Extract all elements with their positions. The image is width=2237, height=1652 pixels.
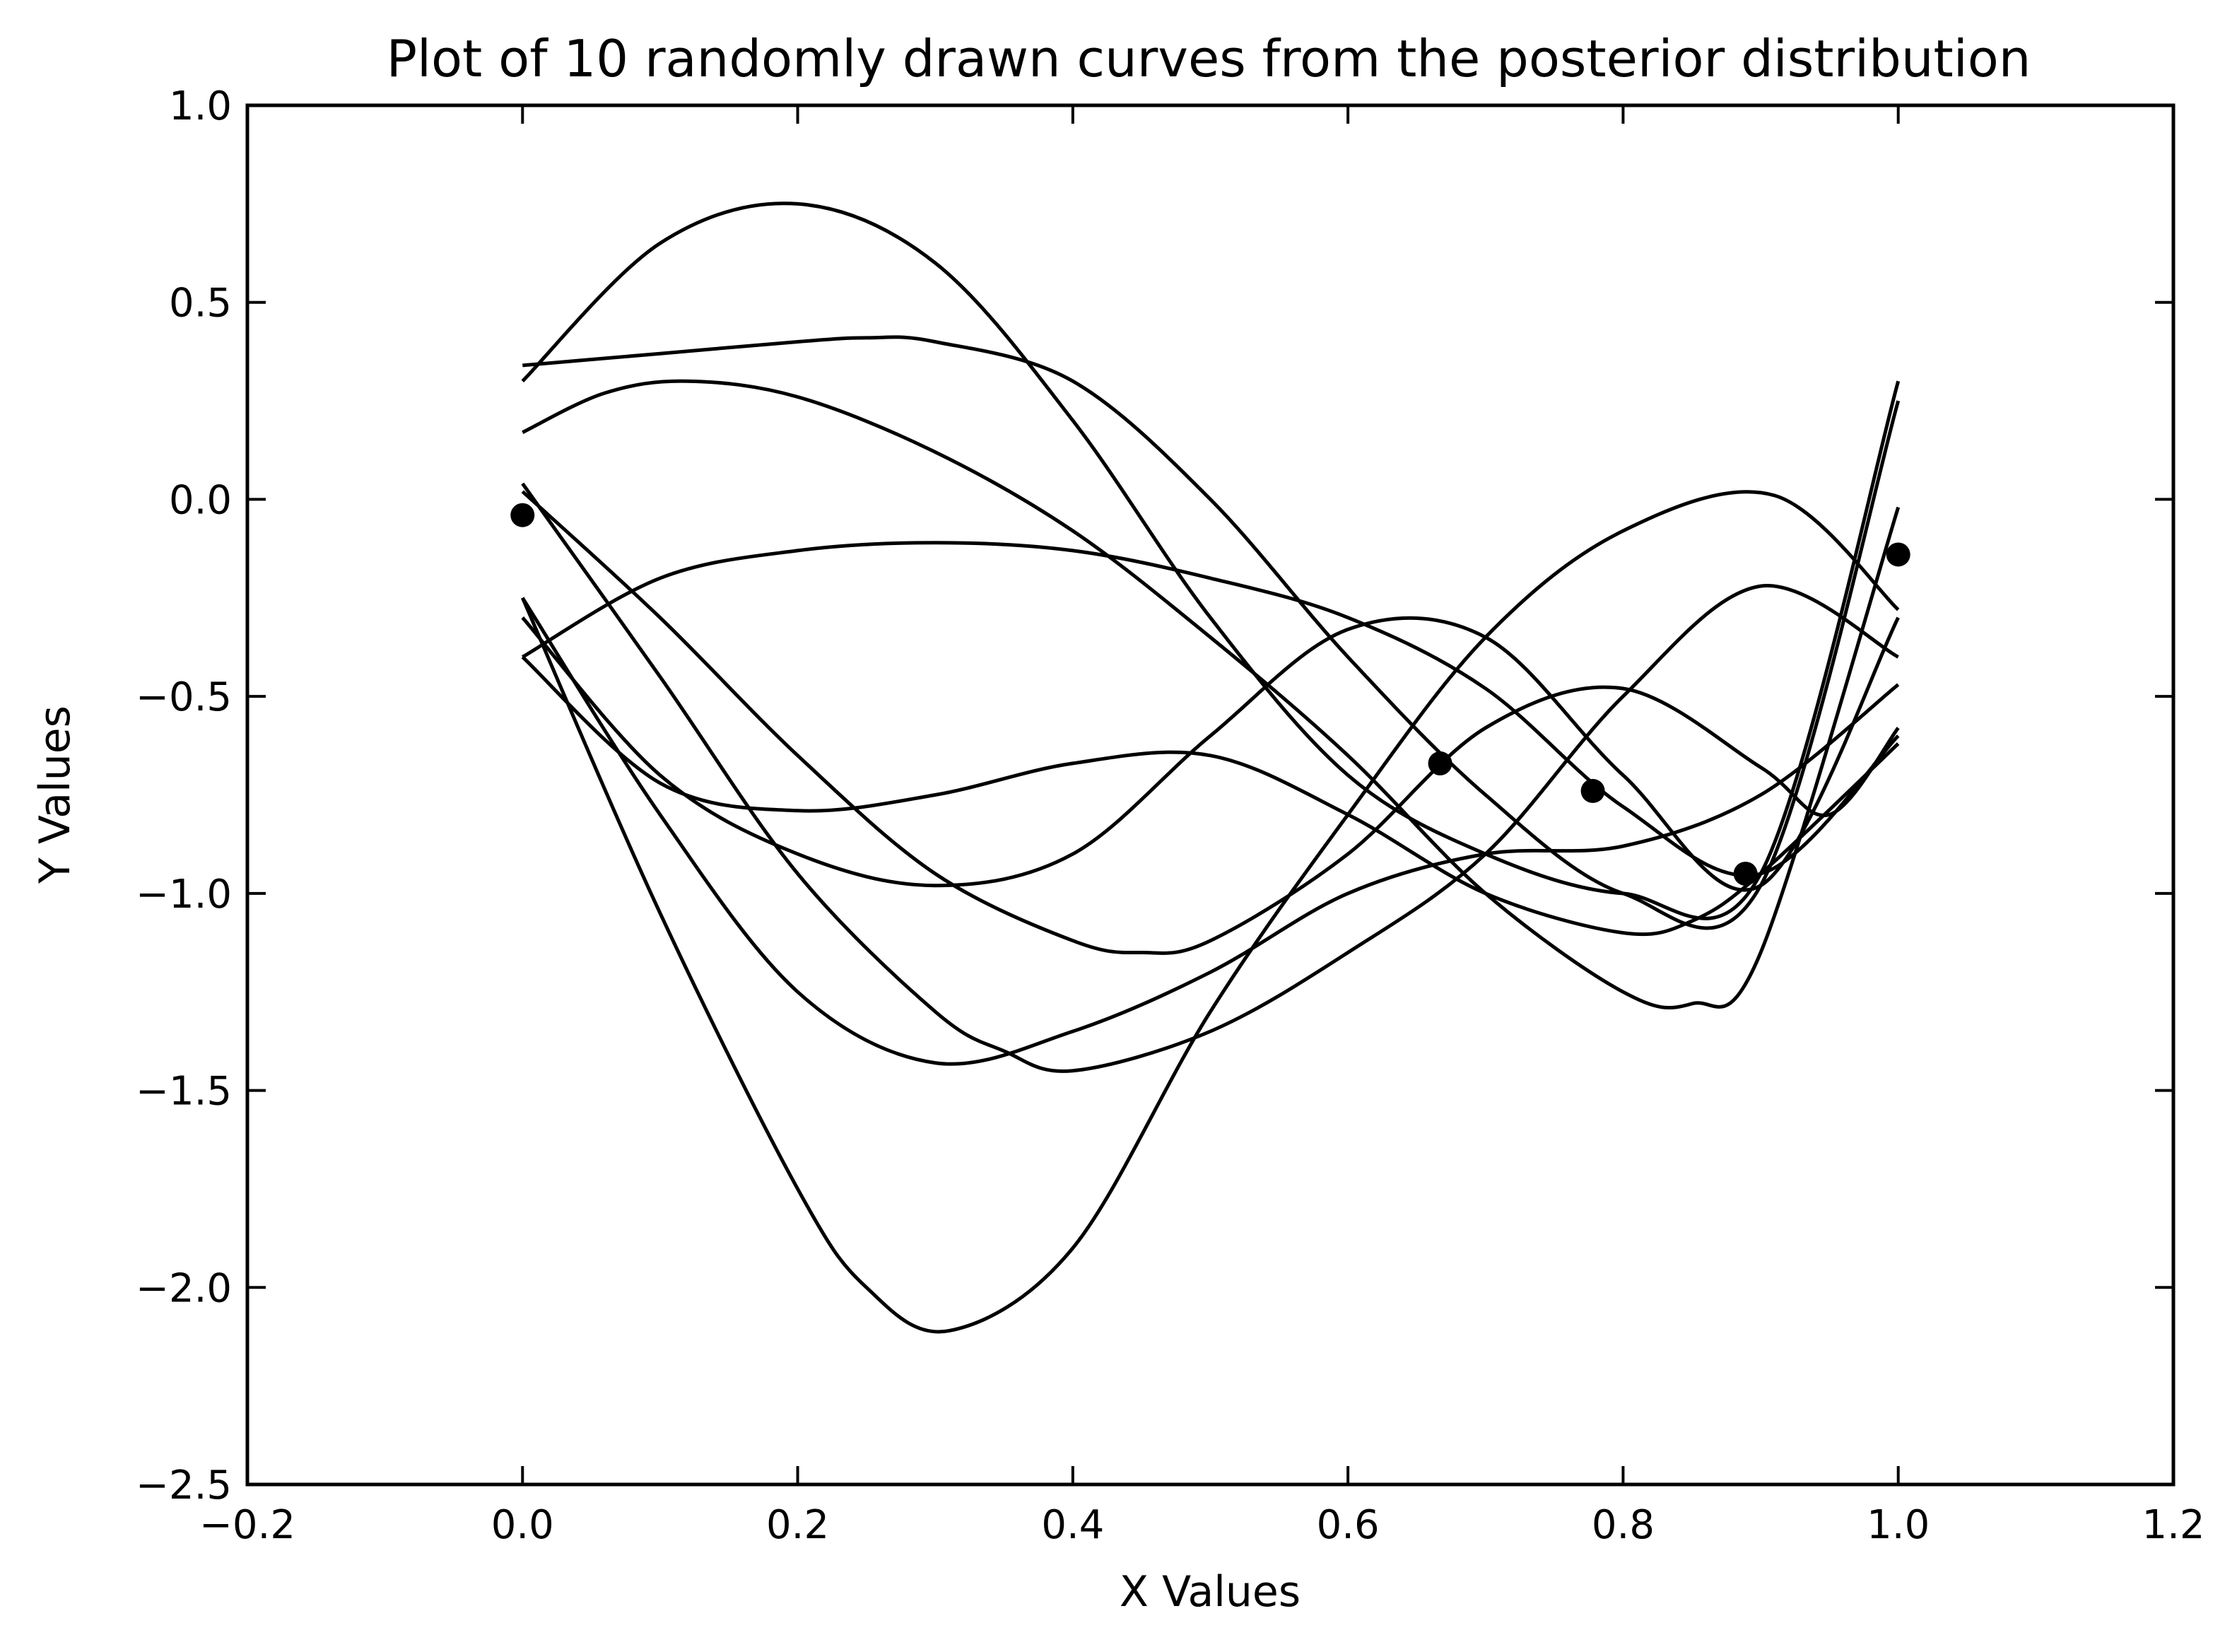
x-tick-label: 1.2	[2142, 1502, 2204, 1548]
posterior-curve-9	[521, 597, 1900, 1066]
posterior-curve-2	[522, 335, 1901, 930]
posterior-curve-1	[521, 201, 1901, 920]
posterior-curve-8	[521, 482, 1899, 1073]
y-tick-label: −1.0	[136, 872, 232, 918]
posterior-curve-4	[522, 541, 1900, 878]
x-tick-label: 0.2	[766, 1502, 829, 1548]
x-axis-label: X Values	[1120, 1567, 1300, 1617]
posterior-curve-5	[521, 616, 1900, 892]
y-axis-label: Y Values	[30, 705, 80, 884]
curves-layer	[521, 201, 1901, 1334]
y-tick-label: −2.0	[136, 1265, 232, 1311]
x-tick-label: 0.6	[1317, 1502, 1380, 1548]
x-tick-label: 1.0	[1867, 1502, 1930, 1548]
observed-point-3	[1580, 778, 1605, 803]
y-tick-label: 0.5	[169, 281, 232, 327]
observed-point-5	[1886, 542, 1910, 567]
posterior-curve-10	[521, 490, 1900, 1334]
y-tick-label: 0.0	[169, 477, 232, 523]
plot-frame	[245, 103, 2176, 1487]
posterior-curve-7	[521, 490, 1900, 955]
x-tick-label: −0.2	[199, 1502, 295, 1548]
observed-point-1	[510, 503, 535, 527]
tick-labels-layer: −0.2 0.0 0.2 0.4 0.6 0.8 1.0 1.2 −2.5 −2.0 −1.5 −1.…	[136, 83, 2205, 1548]
y-tick-label: 1.0	[169, 83, 232, 129]
chart-title: Plot of 10 randomly drawn curves from th…	[387, 29, 2031, 88]
x-tick-label: 0.4	[1041, 1502, 1104, 1548]
x-tick-label: 0.8	[1592, 1502, 1655, 1548]
observed-points-layer	[510, 503, 1910, 886]
posterior-curve-3	[522, 379, 1901, 1010]
observed-point-2	[1428, 751, 1452, 775]
y-tick-label: −1.5	[136, 1069, 232, 1115]
y-tick-label: −2.5	[136, 1463, 232, 1509]
posterior-curve-6	[521, 655, 1900, 937]
y-tick-label: −0.5	[136, 674, 232, 720]
ticks-layer	[246, 104, 2175, 1486]
observed-point-4	[1733, 861, 1758, 886]
x-tick-label: 0.0	[491, 1502, 554, 1548]
